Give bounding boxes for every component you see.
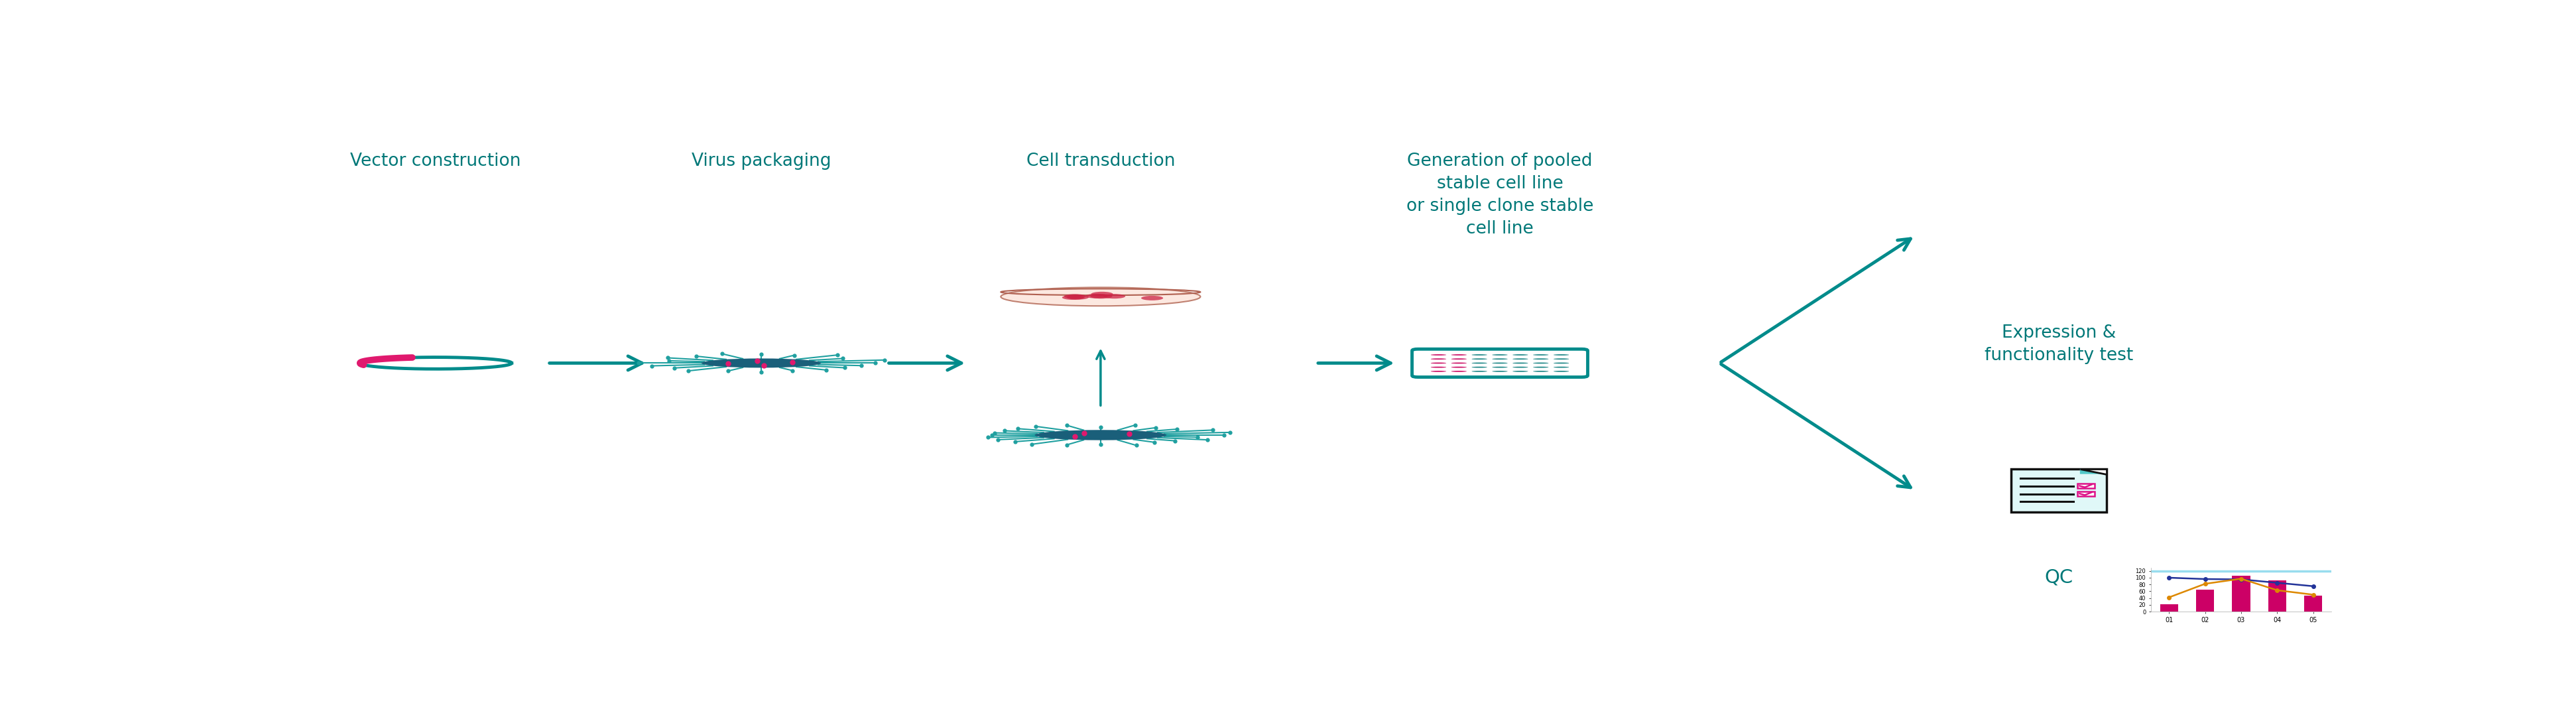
Ellipse shape <box>1471 362 1486 364</box>
Ellipse shape <box>1064 294 1087 298</box>
Ellipse shape <box>701 359 822 367</box>
Ellipse shape <box>1533 367 1548 368</box>
Ellipse shape <box>1084 294 1108 298</box>
Ellipse shape <box>1450 354 1466 355</box>
Text: Expression &
functionality test: Expression & functionality test <box>1984 324 2133 364</box>
FancyBboxPatch shape <box>2076 492 2094 496</box>
Ellipse shape <box>1450 371 1466 372</box>
Text: Vector construction: Vector construction <box>350 152 520 170</box>
Ellipse shape <box>1066 295 1090 300</box>
Ellipse shape <box>1103 294 1126 298</box>
Ellipse shape <box>1512 367 1528 368</box>
Text: Generation of pooled
stable cell line
or single clone stable
cell line: Generation of pooled stable cell line or… <box>1406 152 1595 237</box>
Bar <box>2195 590 2215 612</box>
Ellipse shape <box>1430 367 1445 368</box>
Ellipse shape <box>1450 362 1466 364</box>
Ellipse shape <box>1471 367 1486 368</box>
FancyBboxPatch shape <box>2076 484 2094 488</box>
Ellipse shape <box>1450 367 1466 368</box>
FancyBboxPatch shape <box>2012 469 2107 512</box>
Ellipse shape <box>1553 362 1569 364</box>
Text: Virus packaging: Virus packaging <box>690 152 832 170</box>
Ellipse shape <box>1512 354 1528 355</box>
Ellipse shape <box>1533 354 1548 355</box>
Ellipse shape <box>1450 358 1466 360</box>
Polygon shape <box>2079 469 2107 474</box>
Ellipse shape <box>1553 367 1569 368</box>
Bar <box>2159 604 2179 612</box>
Ellipse shape <box>1553 358 1569 360</box>
Ellipse shape <box>1492 358 1507 360</box>
Bar <box>2231 576 2251 612</box>
Ellipse shape <box>1092 292 1113 296</box>
Ellipse shape <box>1061 296 1084 300</box>
Ellipse shape <box>1533 371 1548 372</box>
Ellipse shape <box>1471 371 1486 372</box>
Ellipse shape <box>1471 358 1486 360</box>
Ellipse shape <box>1492 371 1507 372</box>
Ellipse shape <box>1553 371 1569 372</box>
Ellipse shape <box>1036 430 1167 440</box>
Ellipse shape <box>1512 362 1528 364</box>
Text: QC: QC <box>2045 568 2074 587</box>
Ellipse shape <box>1141 296 1164 301</box>
Bar <box>2269 580 2287 612</box>
Ellipse shape <box>1430 354 1445 355</box>
FancyBboxPatch shape <box>1412 349 1587 377</box>
Ellipse shape <box>1492 354 1507 355</box>
Ellipse shape <box>1492 367 1507 368</box>
Ellipse shape <box>1533 358 1548 360</box>
Ellipse shape <box>1533 362 1548 364</box>
Ellipse shape <box>1512 371 1528 372</box>
Ellipse shape <box>1090 294 1113 298</box>
Ellipse shape <box>1430 358 1445 360</box>
Ellipse shape <box>1512 358 1528 360</box>
Polygon shape <box>2079 469 2107 474</box>
Ellipse shape <box>1430 362 1445 364</box>
Text: Cell transduction: Cell transduction <box>1025 152 1175 170</box>
Ellipse shape <box>1492 362 1507 364</box>
Ellipse shape <box>999 288 1200 306</box>
Ellipse shape <box>1430 371 1445 372</box>
Ellipse shape <box>1553 354 1569 355</box>
Ellipse shape <box>1471 354 1486 355</box>
Bar <box>2303 595 2324 612</box>
